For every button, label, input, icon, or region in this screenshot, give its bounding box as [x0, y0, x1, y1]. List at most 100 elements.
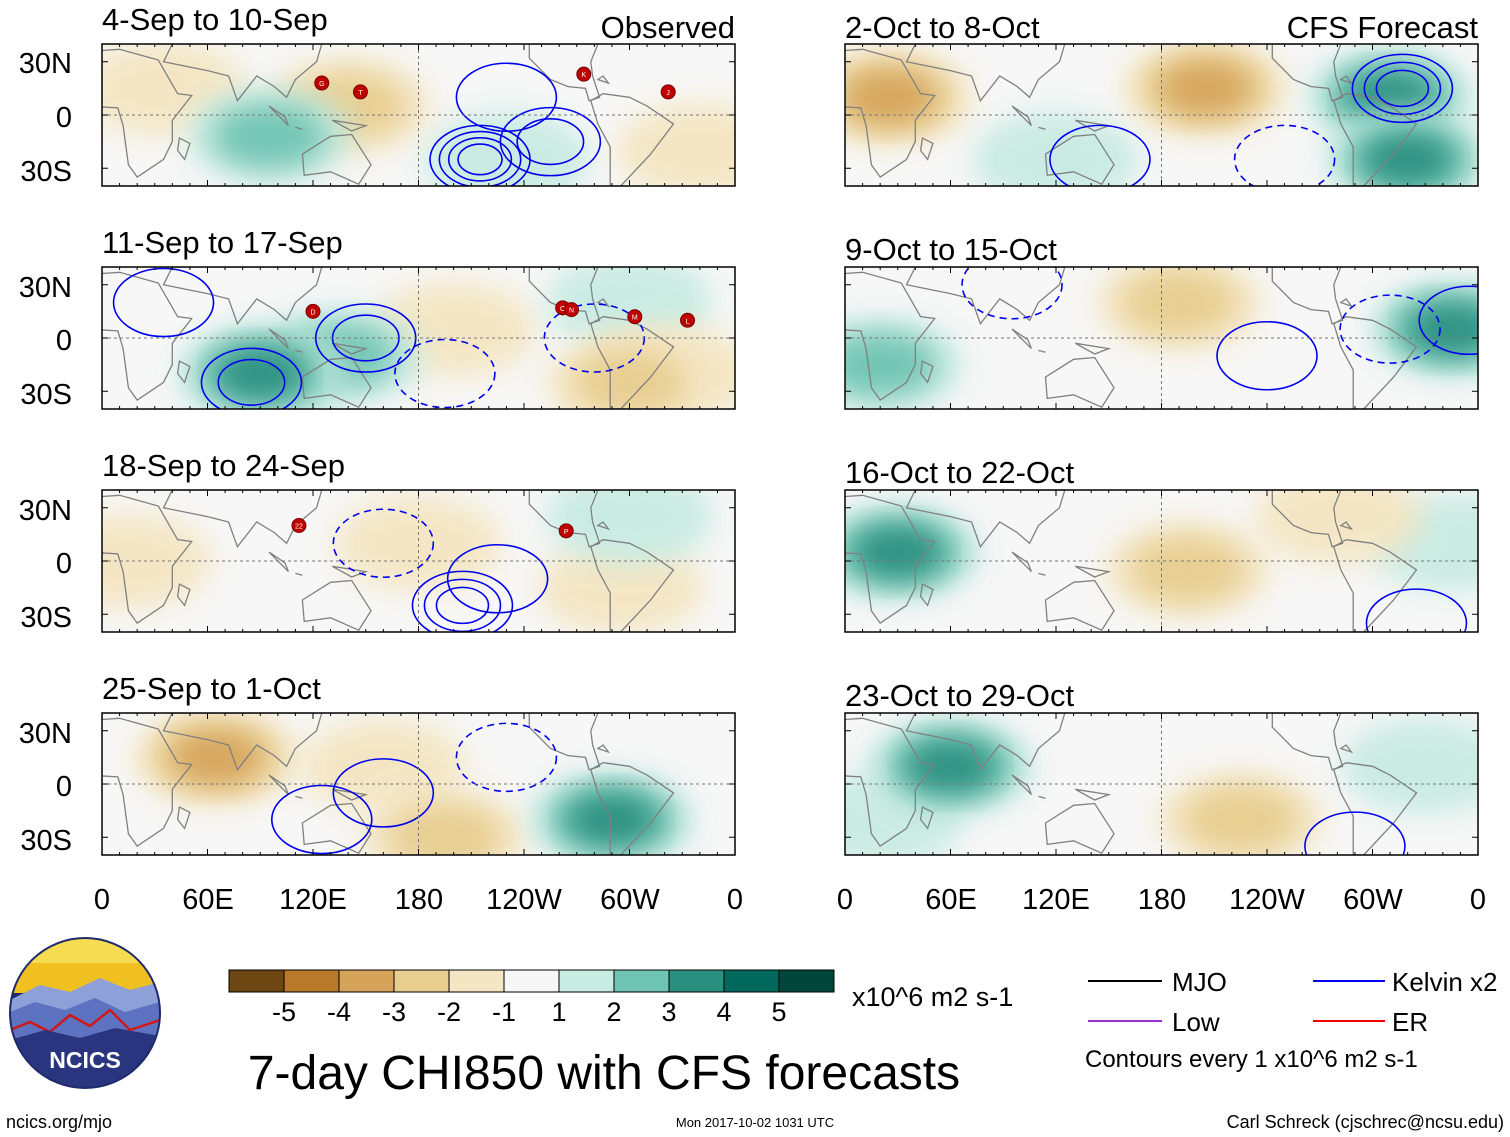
- coastline: [268, 774, 290, 796]
- coastline: [102, 494, 193, 624]
- coastline: [1011, 328, 1033, 350]
- coastline: [176, 137, 191, 161]
- coastline: [845, 494, 936, 624]
- storm-marker-label: D: [310, 309, 315, 316]
- colorbar-labels: -5 -4 -3 -2 -1 1 2 3 4 5: [272, 997, 787, 1027]
- kelvin-contour: [446, 543, 549, 614]
- coastline: [301, 356, 372, 409]
- storm-marker-label: J: [666, 90, 670, 97]
- kelvin-contour: [217, 358, 286, 406]
- xtick-obs-0e: 0: [727, 884, 743, 916]
- anomaly-area: [845, 332, 938, 398]
- coastline: [919, 806, 934, 830]
- forecast-header: CFS Forecast: [1287, 10, 1479, 45]
- storm-marker: L: [680, 312, 696, 328]
- coastline: [1271, 44, 1344, 102]
- kelvin-contour: [1365, 588, 1468, 632]
- week-title-fc-2: 9-Oct to 15-Oct: [845, 232, 1057, 267]
- coastline: [1044, 356, 1115, 409]
- coastline: [331, 342, 369, 355]
- map-panel-obs-3: 22 P: [101, 489, 736, 633]
- ytick-0-3: 0: [56, 548, 72, 580]
- coastline: [162, 713, 323, 772]
- cbar-label-m2: -2: [437, 997, 461, 1027]
- colorbar-swatch: [668, 969, 725, 993]
- colorbar-swatch: [283, 969, 340, 993]
- kelvin-contour: [1351, 53, 1454, 124]
- storm-marker-dot: [660, 84, 676, 100]
- coastline: [1044, 579, 1115, 632]
- kelvin-contour: [1375, 69, 1430, 108]
- anomaly-area: [972, 111, 1140, 186]
- colorbar-units: x10^6 m2 s-1: [852, 982, 1013, 1012]
- cbar-label-p1: 1: [551, 997, 566, 1027]
- kelvin-contour: [332, 508, 435, 579]
- coastline: [301, 579, 372, 632]
- coastline: [596, 744, 611, 754]
- week-title-fc-3: 16-Oct to 22-Oct: [845, 455, 1075, 490]
- storm-marker: D: [305, 303, 321, 319]
- anomaly-area: [1253, 490, 1422, 565]
- kelvin-contour: [1216, 320, 1318, 391]
- kelvin-contour: [200, 347, 303, 409]
- coastline: [528, 713, 601, 771]
- coastline: [268, 328, 290, 350]
- cbar-label-m5: -5: [272, 997, 296, 1027]
- storm-marker-label: 22: [295, 524, 303, 531]
- storm-marker-label: T: [358, 90, 363, 97]
- week-title-fc-1: 2-Oct to 8-Oct: [845, 10, 1040, 45]
- coastline: [905, 267, 1066, 326]
- ncics-logo: NCICS: [9, 937, 161, 1089]
- legend-mjo-label: MJO: [1172, 967, 1227, 997]
- coastline: [919, 137, 934, 161]
- coastline: [1339, 75, 1354, 85]
- anomaly-area: [545, 490, 714, 565]
- coastline: [905, 490, 1066, 549]
- kelvin-contour: [455, 62, 558, 133]
- week-title-obs-4: 25-Sep to 1-Oct: [102, 671, 321, 706]
- coastline: [1271, 490, 1344, 548]
- storm-marker-dot: [563, 302, 579, 318]
- kelvin-contour: [435, 586, 490, 625]
- storm-marker: G: [314, 75, 330, 91]
- map-panel-fc-3: [844, 489, 1479, 633]
- legend-low-label: Low: [1172, 1007, 1220, 1037]
- coastline: [1044, 133, 1115, 186]
- ytick-0-4: 0: [56, 771, 72, 803]
- anomaly-area: [1344, 71, 1436, 124]
- cbar-label-p2: 2: [606, 997, 621, 1027]
- colorbar-swatch: [228, 969, 285, 993]
- coastline: [1271, 267, 1344, 325]
- ytick-30s-1: 30S: [20, 156, 72, 188]
- xtick-fc-0: 0: [837, 884, 853, 916]
- week-title-fc-4: 23-Oct to 29-Oct: [845, 678, 1075, 713]
- anomaly-area: [845, 71, 935, 124]
- coastline: [268, 105, 290, 127]
- footer-timestamp: Mon 2017-10-02 1031 UTC: [676, 1115, 834, 1130]
- storm-marker-label: L: [686, 318, 690, 325]
- coastline: [176, 360, 191, 384]
- anomaly-area: [1362, 133, 1453, 186]
- storm-marker-dot: [558, 523, 574, 539]
- storm-marker-dot: [305, 303, 321, 319]
- xtick-obs-180: 180: [395, 884, 443, 916]
- storm-marker: K: [576, 66, 592, 82]
- ytick-30n-2: 30N: [19, 272, 72, 304]
- coastline: [919, 360, 934, 384]
- main-title: 7-day CHI850 with CFS forecasts: [248, 1047, 960, 1100]
- coastline: [1038, 349, 1046, 353]
- coastline: [590, 539, 675, 632]
- coastline: [590, 762, 675, 855]
- coastline: [1333, 316, 1418, 409]
- map-panel-fc-2: [844, 266, 1479, 410]
- x-axis-labels-obs: 0 60E 120E 180 120W 60W 0: [94, 884, 743, 916]
- coastline: [1038, 126, 1046, 130]
- ytick-30s-2: 30S: [20, 379, 72, 411]
- coastline: [596, 521, 611, 531]
- ytick-0-1: 0: [56, 102, 72, 134]
- storm-marker-dot: [576, 66, 592, 82]
- anomaly-area: [566, 793, 658, 846]
- colorbar-swatch: [393, 969, 450, 993]
- coastline: [919, 583, 934, 607]
- coastline: [176, 806, 191, 830]
